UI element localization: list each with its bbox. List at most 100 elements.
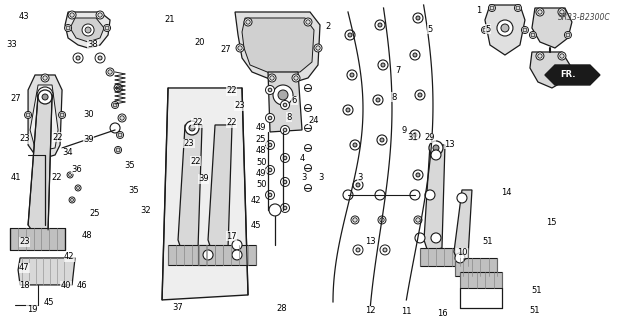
Circle shape xyxy=(236,44,244,52)
Polygon shape xyxy=(28,95,52,235)
Text: 10: 10 xyxy=(457,248,467,257)
Bar xyxy=(10,228,65,250)
Circle shape xyxy=(105,26,109,30)
Circle shape xyxy=(116,86,120,90)
Text: 9: 9 xyxy=(402,126,407,135)
Circle shape xyxy=(266,166,275,174)
Text: 27: 27 xyxy=(220,45,230,54)
Circle shape xyxy=(304,18,312,26)
Circle shape xyxy=(268,74,276,82)
Circle shape xyxy=(538,10,542,14)
Text: 27: 27 xyxy=(11,94,21,103)
Circle shape xyxy=(266,190,275,199)
Polygon shape xyxy=(454,190,472,262)
Circle shape xyxy=(483,28,487,32)
Circle shape xyxy=(185,121,199,135)
Circle shape xyxy=(305,124,312,131)
Text: 50: 50 xyxy=(256,158,266,167)
Circle shape xyxy=(68,11,76,19)
Polygon shape xyxy=(65,12,110,48)
Text: 3: 3 xyxy=(357,173,362,182)
Circle shape xyxy=(106,68,114,76)
Circle shape xyxy=(43,153,47,157)
Circle shape xyxy=(413,53,417,57)
Text: 31: 31 xyxy=(408,133,418,142)
Circle shape xyxy=(431,233,441,243)
Text: 47: 47 xyxy=(19,263,29,272)
Circle shape xyxy=(69,197,75,203)
Polygon shape xyxy=(70,18,104,42)
Circle shape xyxy=(73,53,83,63)
Text: 35: 35 xyxy=(128,186,138,195)
Circle shape xyxy=(538,54,542,58)
Circle shape xyxy=(413,170,423,180)
Circle shape xyxy=(410,190,420,200)
Circle shape xyxy=(523,28,527,32)
Circle shape xyxy=(114,84,122,92)
Circle shape xyxy=(42,94,48,100)
Text: 22: 22 xyxy=(190,157,200,166)
Circle shape xyxy=(515,4,522,11)
Circle shape xyxy=(232,250,242,260)
Text: 42: 42 xyxy=(64,252,74,261)
Bar xyxy=(460,272,502,288)
Circle shape xyxy=(306,20,310,24)
Circle shape xyxy=(415,90,425,100)
Circle shape xyxy=(110,123,120,133)
Circle shape xyxy=(536,8,544,16)
Text: 32: 32 xyxy=(141,206,151,215)
Text: 45: 45 xyxy=(44,298,54,307)
Text: 46: 46 xyxy=(77,281,87,290)
Text: 22: 22 xyxy=(52,133,63,142)
Circle shape xyxy=(270,76,274,80)
Text: 42: 42 xyxy=(251,196,261,205)
Circle shape xyxy=(268,88,272,92)
Circle shape xyxy=(410,50,420,60)
Circle shape xyxy=(416,218,420,222)
Circle shape xyxy=(375,20,385,30)
Text: 30: 30 xyxy=(83,110,93,119)
Circle shape xyxy=(67,172,73,178)
Circle shape xyxy=(116,131,124,138)
Circle shape xyxy=(98,56,102,60)
Circle shape xyxy=(60,113,64,117)
Polygon shape xyxy=(162,88,248,300)
Circle shape xyxy=(113,103,117,107)
Circle shape xyxy=(280,153,289,162)
Polygon shape xyxy=(424,145,445,252)
Bar xyxy=(168,245,223,265)
Circle shape xyxy=(353,245,363,255)
Text: 22: 22 xyxy=(227,118,237,127)
Circle shape xyxy=(266,140,275,150)
Circle shape xyxy=(414,216,422,224)
Text: 22: 22 xyxy=(227,86,237,95)
Circle shape xyxy=(431,150,441,160)
Circle shape xyxy=(560,10,564,14)
Text: 1: 1 xyxy=(476,6,481,15)
Circle shape xyxy=(65,25,72,32)
Text: 49: 49 xyxy=(256,169,266,178)
Text: 50: 50 xyxy=(256,181,266,189)
Circle shape xyxy=(37,87,53,103)
Text: 5: 5 xyxy=(485,25,490,34)
Text: 38: 38 xyxy=(88,40,98,49)
Text: 29: 29 xyxy=(425,133,435,142)
Text: 51: 51 xyxy=(483,237,493,246)
Text: 13: 13 xyxy=(444,140,454,149)
Circle shape xyxy=(115,146,122,153)
Circle shape xyxy=(488,4,495,11)
Text: 12: 12 xyxy=(365,307,375,315)
Circle shape xyxy=(284,156,287,160)
Circle shape xyxy=(416,173,420,177)
Text: 43: 43 xyxy=(19,12,29,21)
Text: 24: 24 xyxy=(308,116,319,125)
Polygon shape xyxy=(268,72,302,132)
Circle shape xyxy=(246,20,250,24)
Circle shape xyxy=(268,116,272,120)
Circle shape xyxy=(383,248,387,252)
Circle shape xyxy=(455,253,465,263)
Circle shape xyxy=(531,33,535,37)
Text: 36: 36 xyxy=(72,165,82,174)
Circle shape xyxy=(378,23,382,27)
Bar xyxy=(455,258,497,276)
